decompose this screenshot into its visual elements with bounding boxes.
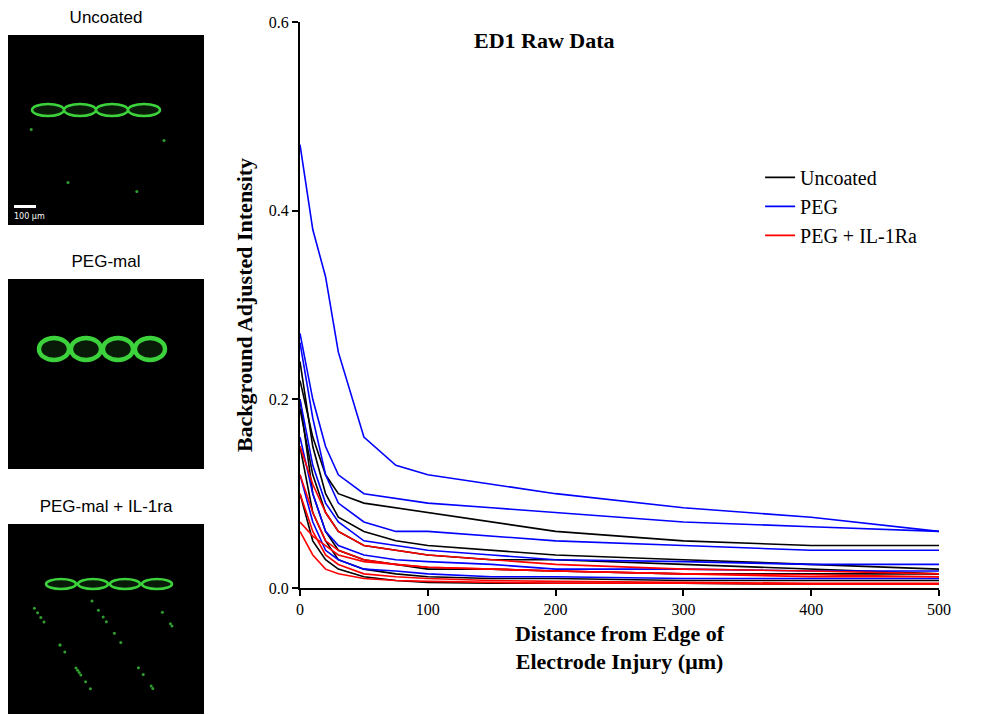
svg-text:400: 400: [799, 601, 823, 618]
svg-text:PEG + IL-1Ra: PEG + IL-1Ra: [800, 225, 917, 247]
svg-text:0.0: 0.0: [269, 580, 289, 597]
svg-text:100 μm: 100 μm: [14, 212, 45, 221]
svg-text:ED1 Raw Data: ED1 Raw Data: [474, 28, 615, 53]
svg-text:500: 500: [927, 601, 951, 618]
svg-text:Uncoated: Uncoated: [800, 167, 877, 189]
svg-text:PEG: PEG: [800, 196, 838, 218]
html-text:PEG-mal: PEG-mal: [71, 252, 141, 271]
svg-text:Distance from Edge ofElectrode: Distance from Edge ofElectrode Injury (μ…: [515, 621, 725, 675]
html-text:PEG-mal + IL-1ra: PEG-mal + IL-1ra: [39, 497, 173, 516]
html-text:Uncoated: Uncoated: [69, 8, 143, 27]
svg-text:Background Adjusted Intensity: Background Adjusted Intensity: [232, 158, 257, 452]
svg-text:300: 300: [671, 601, 695, 618]
svg-text:200: 200: [544, 601, 568, 618]
svg-text:0: 0: [296, 601, 304, 618]
svg-text:0.4: 0.4: [269, 202, 289, 219]
svg-text:0.2: 0.2: [269, 391, 289, 408]
svg-text:0.6: 0.6: [269, 14, 289, 31]
svg-text:100: 100: [416, 601, 440, 618]
